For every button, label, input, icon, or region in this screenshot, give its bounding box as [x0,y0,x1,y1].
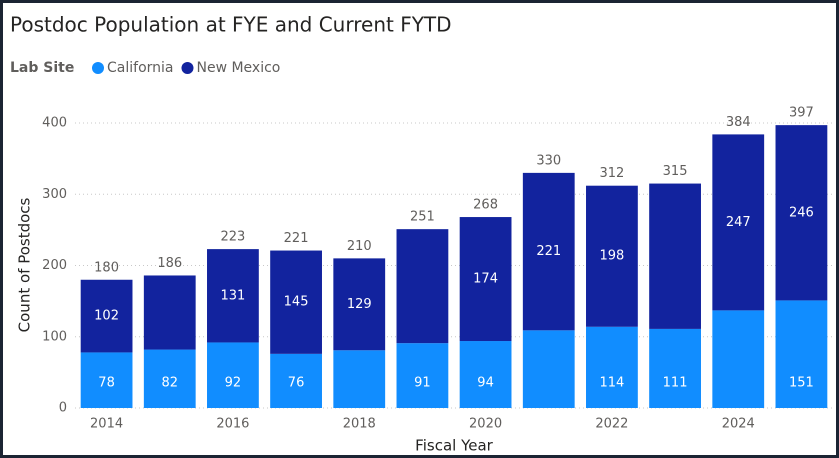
x-tick-label: 2016 [216,417,249,432]
bar-segment [80,352,133,408]
bar-segment [775,300,828,408]
y-tick-label: 400 [42,116,67,131]
total-label: 251 [410,210,435,225]
data-label: 247 [726,215,751,230]
total-label: 312 [600,166,625,181]
bar-segment [775,125,828,301]
data-label: 78 [98,376,115,391]
bar-segment [333,258,386,351]
bar-segment [207,342,259,408]
y-tick-label: 300 [42,187,67,202]
x-tick-label: 2022 [595,417,628,432]
total-label: 397 [789,106,814,121]
data-label: 174 [473,272,498,287]
data-label: 111 [663,376,688,391]
total-label: 330 [536,153,561,168]
bar-segment [522,330,575,408]
total-label: 223 [221,230,246,245]
bar-segment [459,217,512,342]
data-label: 151 [789,376,814,391]
data-label: 246 [789,205,814,220]
data-label: 92 [225,376,242,391]
data-label: 198 [600,249,625,264]
y-axis-label: Count of Postdocs [16,197,34,332]
x-tick-label: 2018 [343,417,376,432]
x-tick-label: 2020 [469,417,502,432]
data-label: 114 [600,376,625,391]
bar-segment [396,229,449,344]
bar-segment [649,328,701,408]
data-label: 91 [414,376,431,391]
legend-marker [181,62,194,74]
total-label: 315 [663,164,688,179]
bar-segment [80,279,133,353]
total-label: 268 [473,198,498,213]
data-label: 94 [477,376,494,391]
bar-segment [143,275,196,350]
legend-marker [92,62,104,74]
bar-segment [712,134,765,311]
bar-segment [270,353,322,408]
data-label: 145 [284,295,309,310]
data-label: 82 [161,376,178,391]
y-tick-label: 200 [42,258,67,273]
data-label: 129 [347,297,372,312]
legend-title: Lab Site [10,60,74,76]
legend-label: California [107,60,173,76]
legend: Lab Site California New Mexico [10,60,280,76]
bar-segment [712,310,765,408]
bar-segment [522,172,575,331]
bar-segment [586,326,638,408]
x-tick-label: 2024 [722,417,755,432]
bar-segment [333,350,386,408]
total-label: 186 [157,256,182,271]
x-tick-label: 2014 [90,417,123,432]
data-label: 131 [221,288,246,303]
total-label: 210 [347,239,372,254]
total-label: 221 [284,231,309,246]
total-label: 384 [726,115,751,130]
total-label: 180 [94,260,119,275]
x-axis-label: Fiscal Year [415,437,493,455]
bar-segment [270,250,322,354]
legend-label: New Mexico [196,60,280,76]
y-tick-label: 100 [42,329,67,344]
data-label: 102 [94,309,119,324]
bar-segment [459,341,512,408]
bar-segment [649,183,701,329]
bar-segment [207,249,259,343]
bar-segment [143,349,196,408]
chart-title: Postdoc Population at FYE and Current FY… [10,13,452,37]
data-label: 221 [536,244,561,259]
bar-segment [586,185,638,327]
data-label: 76 [288,376,305,391]
bar-segment [396,343,449,408]
y-tick-label: 0 [59,401,67,416]
